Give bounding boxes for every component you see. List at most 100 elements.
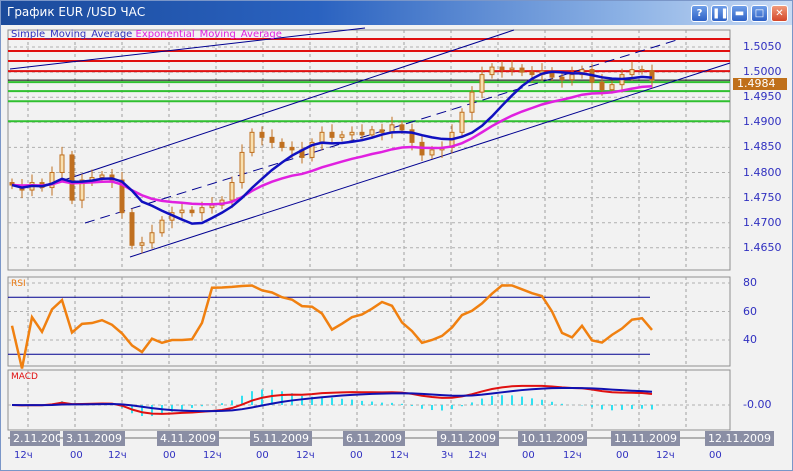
candle-body	[49, 172, 55, 189]
hour-label: 00	[616, 450, 629, 461]
rsi-tick-label: 60	[743, 304, 757, 318]
candle-body	[609, 84, 615, 91]
candle-body	[59, 154, 65, 173]
hour-label: 12ч	[203, 450, 222, 461]
hour-label: 00	[70, 450, 83, 461]
price-tick-label: 1.5050	[743, 40, 782, 53]
price-tick-label: 1.4700	[743, 215, 782, 229]
date-label: 5.11.2009	[250, 431, 312, 446]
date-label: 6.11.2009	[343, 431, 405, 446]
rsi-tick-label: 40	[743, 333, 757, 346]
indicator-legend: Simple_Moving_Average Exponential_Moving…	[11, 29, 282, 40]
date-label: 2.11.2009	[10, 431, 60, 446]
candle-body	[329, 131, 335, 138]
candle-body	[509, 67, 515, 71]
channel-upper-line	[39, 29, 515, 189]
hour-label: 12ч	[656, 450, 675, 461]
candle-body	[199, 207, 205, 214]
price-tick-label: 1.4750	[743, 190, 782, 204]
price-tick-label: 1.5000	[743, 65, 782, 79]
date-label: 11.11.2009	[611, 431, 680, 446]
candle-body	[279, 141, 285, 148]
candle-body	[649, 70, 655, 81]
candle-body	[189, 209, 195, 214]
candle-body	[149, 232, 155, 244]
date-label: 12.11.2009	[705, 431, 774, 446]
price-tick-label: 1.4850	[743, 140, 782, 154]
panel-frame	[7, 29, 731, 271]
candle-body	[399, 124, 405, 131]
hour-label: 00	[709, 450, 722, 461]
candle-body	[9, 182, 15, 186]
close-button[interactable]: ✕	[771, 5, 788, 22]
window-title: График EUR /USD ЧАС	[7, 5, 146, 19]
macd-label: MACD	[11, 372, 38, 382]
ema-line	[11, 85, 653, 206]
hour-label: 12ч	[390, 450, 409, 461]
trend-line	[9, 27, 366, 70]
hour-label: 00	[522, 450, 535, 461]
hour-label: 12ч	[14, 450, 33, 461]
candle-body	[159, 219, 165, 234]
panel-frame	[7, 369, 731, 431]
candle-body	[339, 134, 345, 138]
candle-body	[259, 131, 265, 138]
candle-body	[639, 69, 645, 72]
rsi-tick-label: 80	[743, 276, 757, 289]
candle-body	[79, 179, 85, 201]
candle-body	[629, 69, 635, 76]
candle-body	[119, 179, 125, 214]
candle-body	[249, 131, 255, 153]
legend-ema[interactable]: Exponential_Moving_Average	[135, 29, 282, 40]
candle-body	[349, 131, 355, 136]
channel-lower-line	[129, 62, 731, 258]
hour-label: 12ч	[108, 450, 127, 461]
legend-sma[interactable]: Simple_Moving_Average	[11, 29, 133, 40]
maximize-button[interactable]: □	[751, 5, 768, 22]
current-price-tag: 1.4984	[733, 78, 787, 90]
sma-line	[11, 70, 653, 225]
candle-body	[139, 242, 145, 246]
price-tick-label: 1.4950	[743, 90, 782, 104]
candle-body	[129, 212, 135, 246]
date-label: 10.11.2009	[518, 431, 587, 446]
rsi-label: RSI	[11, 279, 26, 289]
date-label: 3.11.2009	[63, 431, 125, 446]
pause-button[interactable]: ❚❚	[711, 5, 729, 22]
hour-label: 00	[163, 450, 176, 461]
rsi-line	[10, 284, 653, 369]
candle-body	[269, 136, 275, 143]
candle-body	[469, 91, 475, 113]
candle-body	[489, 66, 495, 76]
candle-body	[319, 131, 325, 143]
minimize-button[interactable]: ▬	[731, 5, 748, 22]
title-bar[interactable]: График EUR /USD ЧАС ? ❚❚ ▬ □ ✕	[1, 1, 792, 25]
macd-signal-line	[11, 387, 653, 413]
candle-body	[289, 146, 295, 151]
candle-body	[559, 76, 565, 81]
help-button[interactable]: ?	[691, 5, 708, 22]
candle-body	[599, 81, 605, 91]
candle-body	[459, 111, 465, 133]
candle-body	[479, 74, 485, 93]
hour-label: 3ч	[441, 450, 454, 461]
candle-body	[239, 151, 245, 184]
price-tick-label: 1.4900	[743, 115, 782, 129]
price-tick-label: 1.4650	[743, 240, 782, 254]
macd-tick-label: -0.00	[743, 398, 772, 411]
price-tick-label: 1.4800	[743, 165, 782, 179]
hour-label: 00	[256, 450, 269, 461]
date-label: 4.11.2009	[157, 431, 219, 446]
candle-body	[369, 129, 375, 136]
hour-label: 12ч	[468, 450, 487, 461]
candle-body	[229, 182, 235, 201]
candle-body	[179, 209, 185, 214]
candle-body	[409, 129, 415, 143]
candle-body	[99, 174, 105, 179]
hour-label: 12ч	[563, 450, 582, 461]
panel-frame	[7, 276, 731, 367]
candle-body	[519, 67, 525, 73]
candle-body	[499, 66, 505, 71]
candle-body	[429, 149, 435, 156]
